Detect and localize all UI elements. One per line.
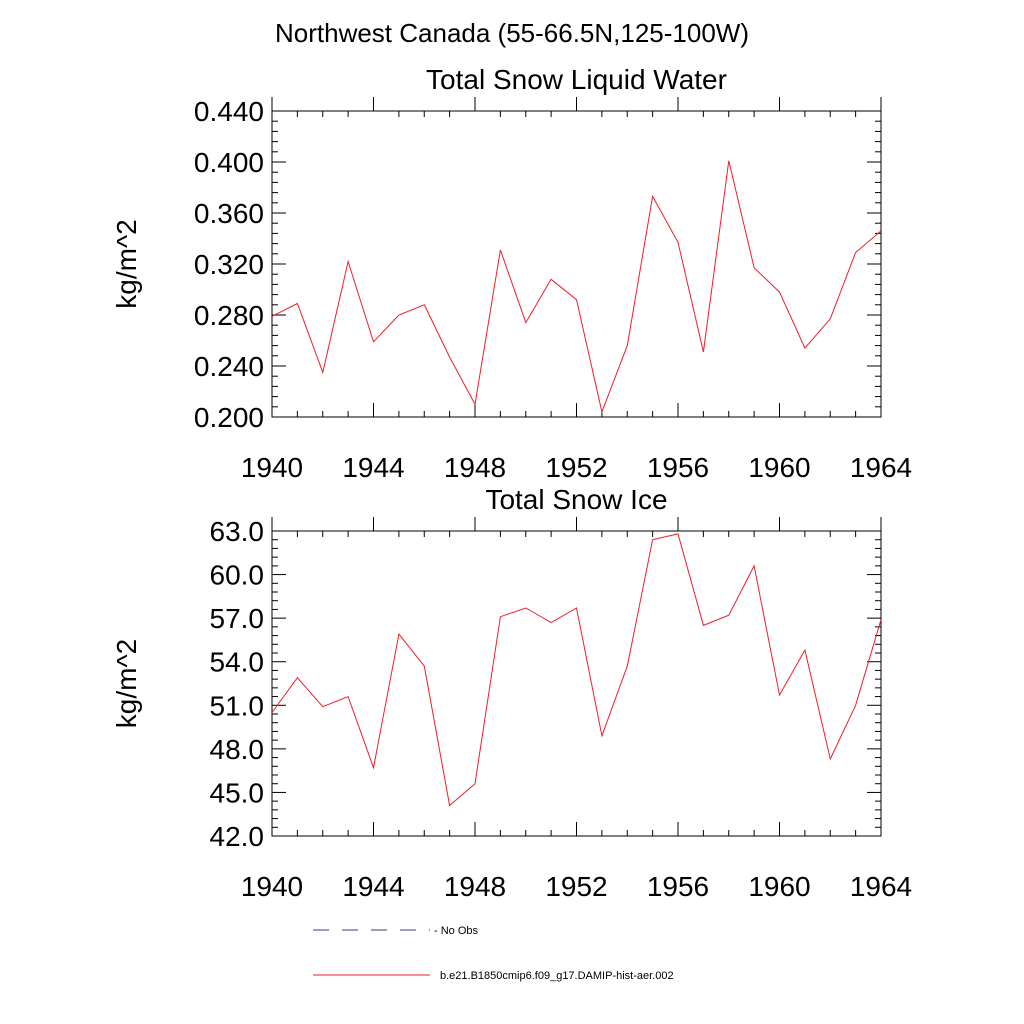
legend: - No Obs b.e21.B1850cmip6.f09_g17.DAMIP-h… xyxy=(313,925,674,982)
y-tick-label: 48.0 xyxy=(210,734,265,765)
x-tick-label: 1948 xyxy=(444,452,506,483)
legend-label: - No Obs xyxy=(434,925,479,937)
legend-item: - No Obs xyxy=(313,925,479,937)
y-tick-label: 0.440 xyxy=(194,96,264,127)
y-tick-label: 60.0 xyxy=(210,560,265,591)
chart-panel-2: Total Snow Ice kg/m^2 1940 1944 1948 1952 1956… xyxy=(111,484,912,902)
legend-label: b.e21.B1850cmip6.f09_g17.DAMIP-hist-aer.… xyxy=(440,970,674,982)
series-line xyxy=(271,533,882,807)
y-tick-label: 0.320 xyxy=(194,249,264,280)
x-tick-label: 1956 xyxy=(647,452,709,483)
y-tick-label: 0.200 xyxy=(194,402,264,433)
x-tick-label: 1964 xyxy=(850,871,912,902)
x-tick-label: 1960 xyxy=(748,871,810,902)
y-tick-label: 63.0 xyxy=(210,516,265,547)
y-tick-label: 51.0 xyxy=(210,690,265,721)
y-tick-label: 54.0 xyxy=(210,647,265,678)
panel-title: Total Snow Ice xyxy=(485,484,667,515)
plot-frame xyxy=(271,530,882,837)
figure-title: Northwest Canada (55-66.5N,125-100W) xyxy=(275,18,749,48)
x-tick-label: 1944 xyxy=(342,452,404,483)
x-tick-label: 1940 xyxy=(241,452,303,483)
panel-title: Total Snow Liquid Water xyxy=(426,64,727,95)
y-tick-label: 0.240 xyxy=(194,351,264,382)
y-axis-label: kg/m^2 xyxy=(111,639,142,728)
x-tick-label: 1960 xyxy=(748,452,810,483)
plot-frame xyxy=(271,110,882,418)
x-tick-label: 1956 xyxy=(647,871,709,902)
chart-panels: Total Snow Liquid Water kg/m^2 1940 1944 194… xyxy=(111,64,912,902)
chart-panel-1: Total Snow Liquid Water kg/m^2 1940 1944 194… xyxy=(111,64,912,483)
y-tick-label: 0.280 xyxy=(194,300,264,331)
x-tick-label: 1944 xyxy=(342,871,404,902)
y-axis-label: kg/m^2 xyxy=(111,219,142,308)
y-tick-label: 42.0 xyxy=(210,821,265,852)
y-tick-label: 57.0 xyxy=(210,603,265,634)
legend-item: b.e21.B1850cmip6.f09_g17.DAMIP-hist-aer.… xyxy=(313,970,674,982)
y-tick-label: 0.360 xyxy=(194,198,264,229)
x-tick-label: 1952 xyxy=(545,452,607,483)
x-tick-label: 1952 xyxy=(545,871,607,902)
x-tick-label: 1964 xyxy=(850,452,912,483)
x-tick-label: 1948 xyxy=(444,871,506,902)
series-line xyxy=(271,160,882,414)
x-tick-label: 1940 xyxy=(241,871,303,902)
y-tick-label: 45.0 xyxy=(210,777,265,808)
y-tick-label: 0.400 xyxy=(194,147,264,178)
